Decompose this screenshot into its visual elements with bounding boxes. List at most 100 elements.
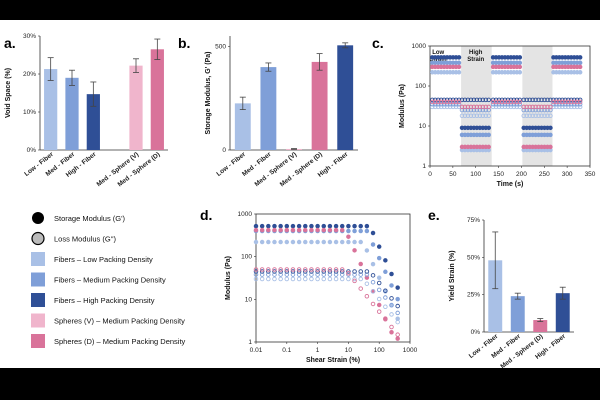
y-axis-label: Modulus (Pa) [399,84,406,128]
data-point [560,104,565,110]
error-bar [47,57,54,81]
data-point [358,228,363,234]
x-tick-label: 10 [345,347,353,354]
data-point [499,97,505,103]
x-tick-label: 300 [562,171,573,178]
x-tick-label: 350 [585,171,596,178]
y-tick-label: 1 [248,339,252,346]
data-point [486,97,491,103]
legend-swatch [31,272,45,287]
data-point [278,227,283,233]
data-point [557,101,562,107]
data-point [430,104,435,110]
data-point [505,97,511,103]
data-point [456,64,462,70]
data-point [566,104,571,110]
error-bar [239,96,246,110]
data-point [339,276,345,282]
data-point [533,97,538,103]
data-point [309,223,314,229]
data-point [548,97,553,103]
bar [150,49,164,150]
data-point [499,101,505,107]
data-point [490,104,496,110]
data-point [278,239,283,245]
data-point [352,248,357,253]
x-tick-label: 0.01 [250,347,263,354]
data-point [383,295,388,300]
time-sweep-chart: 0 50 100 150 200 250 300 350 1 10 100 1000 Time (s) M… [399,43,596,188]
data-point [383,258,388,263]
data-point [444,101,450,107]
data-point [502,97,508,103]
data-point [539,97,544,103]
plot-frame [429,45,591,167]
data-point [438,104,444,110]
series-2 [430,55,583,131]
bar [65,77,79,150]
data-point [574,97,580,103]
data-point [483,97,489,103]
data-point [364,223,370,229]
data-point [450,97,456,103]
data-point [272,269,277,274]
data-point [327,276,333,282]
data-point [253,267,259,272]
data-point [542,104,547,110]
data-point [557,104,562,110]
data-point [471,113,477,119]
data-point [560,101,565,107]
data-point [395,319,400,325]
x-axis-label: Shear Strain (%) [306,357,360,364]
data-point [435,104,441,110]
data-point [266,269,271,274]
data-point [548,125,553,131]
data-point [517,60,523,66]
data-point [548,144,553,150]
data-point [296,227,302,233]
data-point [303,227,308,233]
data-point [530,113,535,119]
panel-label: e. [428,207,440,223]
data-point [569,97,574,103]
data-point [290,239,296,245]
data-point [493,101,499,107]
data-point [493,104,499,110]
data-point [278,269,283,274]
y-tick-label: 10 [419,123,427,130]
data-point [395,310,400,316]
x-tick-label: 150 [493,171,504,178]
data-point [557,97,562,103]
data-point [259,227,265,233]
data-point [536,113,541,119]
data-point [272,223,277,229]
data-point [530,104,535,110]
data-point [339,272,345,277]
data-point [253,269,259,274]
data-point [545,113,550,119]
data-point [315,239,320,245]
data-point [574,104,580,110]
legend-swatch [31,293,45,307]
data-point [284,227,290,233]
x-tick-label: 50 [449,171,457,178]
data-point [566,101,571,107]
panel-label: d. [200,207,212,223]
data-point [551,97,556,103]
data-point [542,97,547,103]
y-tick-label: 75% [467,217,480,224]
data-point [389,330,394,335]
data-point [465,113,471,119]
data-point [456,60,462,66]
y-tick-label: 25% [467,292,480,299]
data-point [514,97,520,103]
data-point [272,239,277,245]
data-point [486,104,491,110]
data-point [309,227,314,233]
data-point [358,261,363,267]
legend-label: Spheres (D) – Medium Packing Density [54,337,186,346]
data-point [253,276,259,282]
legend-symbol-filled [32,212,44,224]
data-point [551,99,556,105]
data-point [563,99,568,105]
